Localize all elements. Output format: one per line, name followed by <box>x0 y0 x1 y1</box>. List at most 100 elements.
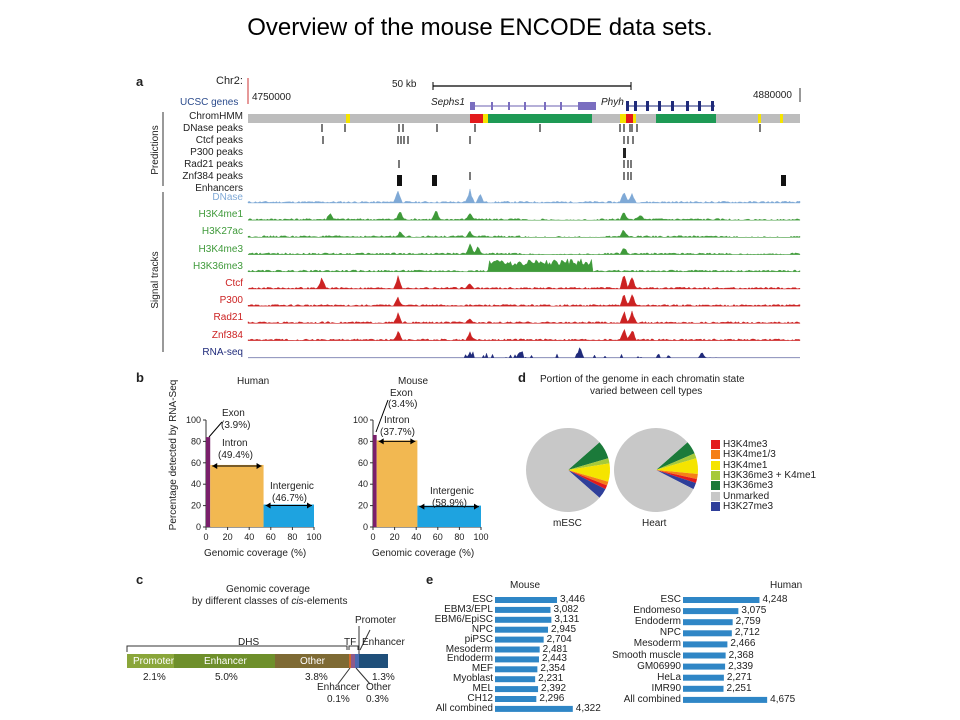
signal-track-8 <box>247 328 801 341</box>
c-seg-other-label: Other <box>300 656 326 667</box>
gene-sephs1: Sephs1 <box>431 97 465 108</box>
b-mouse-arrowhead-right <box>474 503 479 510</box>
b-mouse-intron: Intron <box>384 415 410 426</box>
chromhmm-segment <box>483 114 488 123</box>
e-human-bar <box>683 619 733 626</box>
c-segment <box>174 654 275 668</box>
e-mouse-bar <box>495 626 549 633</box>
e-mouse-bar <box>495 636 544 643</box>
b-mouse-xlabel: Genomic coverage (%) <box>372 548 475 559</box>
d-title-line2: varied between cell types <box>590 386 703 397</box>
b-human-y-tick-label: 0 <box>196 522 201 532</box>
d-pie-mesc-slice-5 <box>525 428 600 512</box>
e-human-category-label: NPC <box>659 627 681 639</box>
b-human-x-tick-label: 100 <box>306 532 321 542</box>
e-human-category-label: GM06990 <box>637 660 681 672</box>
c-val-enhancer: 5.0% <box>215 672 238 683</box>
e-mouse-bar <box>495 686 539 693</box>
e-mouse-value-label: 3,131 <box>554 613 580 625</box>
b-human-y-tick-label: 20 <box>191 501 201 511</box>
c-tf-enhancer-label: Enhancer <box>317 682 360 693</box>
e-mouse-bar <box>495 676 536 683</box>
c-segment <box>275 654 349 668</box>
chromhmm-segment <box>470 114 483 123</box>
b-human-x-tick-label: 0 <box>203 532 208 542</box>
c-tf-label: TF <box>344 637 357 648</box>
c-title-line1: Genomic coverage <box>226 584 310 595</box>
e-mouse-category-label: ESC <box>472 594 493 605</box>
c-promoter-pointer <box>359 629 371 651</box>
d-pie-heart-slice-4 <box>656 442 695 470</box>
e-mouse-category-label: piPSC <box>464 633 493 645</box>
b-human-y-tick-label: 40 <box>191 479 201 489</box>
e-mouse-category-label: NPC <box>471 623 493 635</box>
chromhmm-segment <box>780 114 783 123</box>
panel-e-bars <box>495 597 768 712</box>
b-human-xlabel: Genomic coverage (%) <box>204 548 307 559</box>
gene-sephs1-exon <box>560 102 562 110</box>
signal-track-label: Ctcf <box>225 278 243 289</box>
b-human-exon-pointer <box>208 421 223 438</box>
signal-track-2 <box>247 229 801 238</box>
d-pie-mesc-slice-4 <box>568 442 609 470</box>
c-tf-other-pointer <box>355 667 371 685</box>
e-human-category-label: HeLa <box>657 671 681 683</box>
gene-phyh-exon <box>626 101 629 111</box>
panel-label-b: b <box>136 370 144 385</box>
e-human-value-label: 2,251 <box>726 682 752 694</box>
d-pie-heart-slice-1 <box>656 470 698 480</box>
e-human-value-label: 2,712 <box>734 627 760 639</box>
e-mouse-bar <box>495 616 552 623</box>
b-human-x-tick-label: 60 <box>266 532 276 542</box>
b-mouse-x-tick-label: 80 <box>454 532 464 542</box>
enhancer-block <box>432 175 437 186</box>
b-mouse-y-tick-label: 0 <box>363 522 368 532</box>
b-human-bar-exon <box>206 437 211 527</box>
d-legend-label: H3K4me1/3 <box>723 449 776 461</box>
e-mouse-title: Mouse <box>510 580 541 591</box>
e-human-bar <box>683 608 739 615</box>
d-pie-heart-slice-2 <box>656 458 698 474</box>
b-human-exon: Exon <box>222 408 245 419</box>
e-mouse-category-label: EBM6/EpiSC <box>434 613 493 625</box>
e-mouse-value-label: 2,704 <box>546 633 572 645</box>
e-human-bar <box>683 674 724 681</box>
panel-d-pies <box>525 427 698 512</box>
b-human-bar-intron <box>210 464 264 527</box>
d-pie-mesc-slice-6 <box>568 470 606 498</box>
e-mouse-bar <box>495 705 573 712</box>
chrom-label: Chr2: <box>216 75 243 87</box>
c-dhs-label: DHS <box>238 637 260 648</box>
e-human-title: Human <box>770 580 803 591</box>
gene-sephs1-exon <box>508 102 510 110</box>
b-human-y-tick-label: 100 <box>186 415 201 425</box>
b-mouse-x-tick-label: 20 <box>390 532 400 542</box>
b-mouse-y-tick-label: 60 <box>358 458 368 468</box>
e-human-value-label: 2,271 <box>726 671 752 683</box>
b-mouse-y-tick-label: 40 <box>358 479 368 489</box>
c-enhancer-right-label: Enhancer <box>362 637 405 648</box>
predictions-group-label: Predictions <box>150 125 161 174</box>
prediction-track-label: Znf384 peaks <box>182 171 243 182</box>
d-legend-swatch <box>711 501 720 511</box>
e-human-bar <box>683 663 726 670</box>
gene-phyh: Phyh <box>601 97 624 108</box>
d-pie-mesc-slice-0 <box>568 470 608 490</box>
d-pie-label-mesc: mESC <box>553 518 582 529</box>
signal-track-label: Rad21 <box>213 312 243 324</box>
b-human-intron-pct: (49.4%) <box>218 450 254 461</box>
signal-track-label: Znf384 <box>211 329 243 341</box>
b-ylabel: Percentage detected by RNA-Seq <box>168 380 179 531</box>
c-title-line2: by different classes of cis-elements <box>192 596 347 607</box>
b-mouse-intergenic-pct: (58.9%) <box>432 498 468 509</box>
b-ylabel-line: Percentage detected by RNA-Seq <box>168 380 179 531</box>
e-mouse-value-label: 2,481 <box>542 643 568 655</box>
b-mouse-x-tick-label: 100 <box>473 532 488 542</box>
d-legend-label: H3K27me3 <box>723 500 774 512</box>
b-human-x-tick-label: 80 <box>287 532 297 542</box>
e-human-bar <box>683 696 768 703</box>
e-mouse-value-label: 2,443 <box>541 653 567 665</box>
c-segment <box>349 654 351 668</box>
e-human-category-label: Smooth muscle <box>612 649 681 661</box>
